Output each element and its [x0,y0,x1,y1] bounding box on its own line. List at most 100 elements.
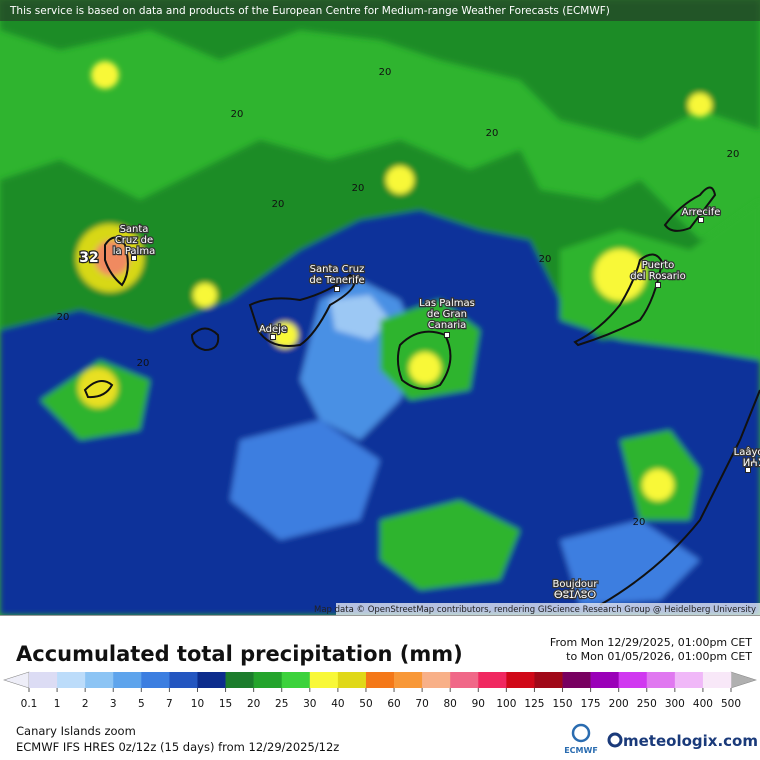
region: Canary Islands zoom [16,724,136,738]
place-label: Santa Cruz [310,264,365,275]
contour-label: 20 [539,254,552,265]
colorbar-box [646,672,676,688]
field-patch [409,352,441,384]
banner: This service is based on data and produc… [9,5,610,17]
contour-label: 20 [486,128,499,139]
logo-text: ECMWF [564,746,598,755]
coastline [663,186,717,232]
field-patch [688,93,712,117]
coastline [599,389,760,606]
field-patch [380,300,480,400]
place-label: Boujdour [552,579,598,590]
field-patch [380,500,520,590]
coastline [83,380,114,399]
colorbar-tick-label: 30 [303,698,316,710]
field-patch [91,61,119,89]
field-patch [386,166,414,194]
coastline [248,273,356,347]
contour-label: 20 [231,109,244,120]
colorbar-tick-label: 3 [110,698,117,710]
field-patch [193,283,217,307]
colorbar-tick-label: 250 [637,698,657,710]
place-marker [655,282,661,288]
banner-bg [0,0,760,21]
colorbar-box [422,672,451,688]
place-label: Adeje [259,324,287,335]
place-marker [745,467,751,473]
coastline [190,327,220,352]
meteologix-icon [607,732,623,748]
place-label: del Rosario [630,271,685,282]
colorbar-box [85,672,114,688]
field-patch [230,420,380,540]
colorbar-tick-label: 40 [331,698,344,710]
colorbar-box [590,672,619,688]
contour-label: 20 [137,358,150,369]
field-patch [94,240,130,276]
colorbar-tick-label: 5 [138,698,145,710]
place-label: Cruz de [115,235,153,246]
colorbar-over [730,671,757,689]
colorbar-box [113,672,142,688]
place-marker [270,334,276,340]
colorbar-box [141,672,170,688]
colorbar-tick-label: 60 [387,698,400,710]
field-patch [594,249,646,301]
colorbar-tick-label: 80 [444,698,457,710]
colorbar-tick-label: 1 [54,698,61,710]
attribution-bg [336,603,760,615]
logo-icon [571,723,591,743]
colorbar-under [3,671,30,689]
colorbar: 0.1 1 2 3 5 7 10 15 20 25 30 40 50 60 70 80 90 100 125 150 1… [3,671,757,710]
place-label: Canaria [428,320,467,331]
field-patch [0,0,760,140]
colorbar-tick-label: 50 [359,698,372,710]
coastline [573,253,664,347]
colorbar-box [534,672,563,688]
colorbar-box [618,672,648,688]
colorbar-tick-label: 175 [581,698,601,710]
contour-label: 20 [352,183,365,194]
title: Accumulated total precipitation (mm) [16,642,463,666]
colorbar-box [674,672,704,688]
colorbar-box [225,672,254,688]
attribution: Map data © OpenStreetMap contributors, r… [314,605,756,615]
field-patch [560,200,760,360]
max-label: 32 [79,250,98,266]
colorbar-tick-label: 150 [552,698,572,710]
place-label: la Palma [113,246,155,257]
colorbar-tick-label: 300 [665,698,685,710]
colorbar-tick-label: 7 [166,698,173,710]
colorbar-box [562,672,591,688]
colorbar-tick-label: 100 [496,698,516,710]
colorbar-tick-label: 10 [191,698,204,710]
colorbar-tick-label: 200 [609,698,629,710]
field-patch [330,295,390,340]
place-label: ⵍⵄⵢⵓⵏ [743,458,760,469]
place-marker [131,255,137,261]
place-label: Santa [120,224,149,235]
contour-label: 20 [272,199,285,210]
colorbar-tick-label: 500 [721,698,741,710]
coastline [104,236,129,287]
precip-field [0,0,760,615]
colorbar-box [506,672,535,688]
colorbar-box [450,672,479,688]
colorbar-box [478,672,507,688]
contour-label: 20 [633,517,646,528]
place-marker [698,217,704,223]
model: ECMWF IFS HRES 0z/12z (15 days) from 12/… [16,740,339,754]
place-marker [334,286,340,292]
field-patch [642,469,674,501]
colorbar-tick-label: 25 [275,698,288,710]
colorbar-tick-label: 20 [247,698,260,710]
colorbar-box [253,672,283,688]
contour-label: 20 [727,149,740,160]
field-patch [272,322,298,348]
contour-label: 20 [379,67,392,78]
coastline [396,330,452,390]
place-label: de Tenerife [309,275,364,286]
place-label: Puerto [642,260,675,271]
